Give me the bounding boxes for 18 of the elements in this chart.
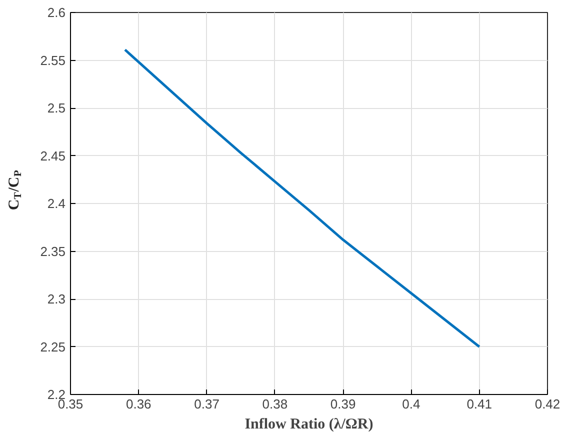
y-tick-label: 2.45 — [40, 148, 66, 164]
y-tick-label: 2.55 — [40, 52, 66, 68]
x-tick-label: 0.41 — [466, 396, 492, 412]
y-tick-label: 2.5 — [47, 100, 66, 116]
line-series — [124, 48, 481, 348]
y-tick-label: 2.35 — [40, 244, 66, 259]
x-tick-label: 0.36 — [126, 396, 152, 412]
x-tick-label: 0.37 — [194, 396, 220, 412]
x-tick-label: 0.4 — [402, 396, 420, 412]
x-axis-title: Inflow Ratio (λ/ΩR) — [244, 416, 374, 432]
x-tick-label: 0.42 — [534, 396, 560, 412]
x-tick-label: 0.39 — [330, 396, 356, 412]
y-axis-title: CT/CP — [6, 169, 24, 210]
x-tick-label: 0.38 — [262, 396, 288, 412]
y-tick-label: 2.3 — [47, 292, 66, 306]
y-tick-label: 2.6 — [47, 5, 66, 20]
y-tick-label: 2.4 — [47, 196, 66, 211]
y-tick-label: 2.25 — [40, 339, 66, 354]
